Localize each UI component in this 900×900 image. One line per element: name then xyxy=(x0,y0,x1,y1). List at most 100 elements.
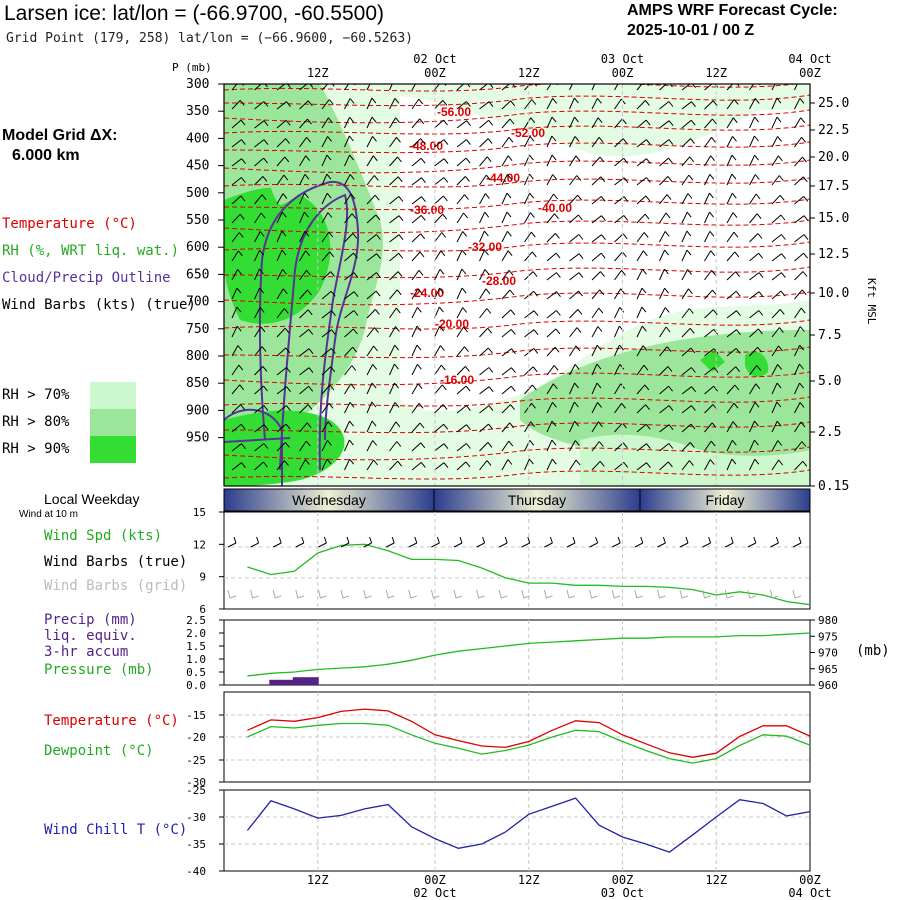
wind-barb xyxy=(389,271,403,281)
grid-wind-barb xyxy=(724,589,734,599)
temp-contour xyxy=(224,241,810,252)
wind-barb xyxy=(614,288,625,300)
wind-chill-tick-label: -25 xyxy=(186,784,206,797)
rh90-region xyxy=(224,187,331,324)
wind-barb xyxy=(321,99,334,110)
temp-contour-label: -16.00 xyxy=(440,373,474,387)
grid-wind-barb xyxy=(295,589,304,599)
wind-barb xyxy=(299,269,311,281)
wind-barb xyxy=(749,154,759,167)
wind-barb xyxy=(254,346,267,357)
wind-barb xyxy=(681,101,696,110)
wind-barb xyxy=(366,175,379,186)
bottom-time-label: 00Z xyxy=(799,873,821,887)
wind-barb xyxy=(681,84,696,91)
wind-barb xyxy=(569,234,584,243)
weekday-label: Wednesday xyxy=(292,492,366,508)
wind-barb xyxy=(411,442,426,452)
temp-contour xyxy=(224,469,810,480)
wind-barb xyxy=(546,116,557,129)
wind-barb xyxy=(794,421,806,433)
grid-wind-barb xyxy=(589,589,598,599)
precip-tick-label: 0.5 xyxy=(186,666,206,679)
wind-barb xyxy=(794,252,808,262)
wind-barb xyxy=(411,98,424,110)
surface-wind-barb xyxy=(611,536,621,548)
wind-barb xyxy=(659,268,669,281)
wind-barb xyxy=(569,440,580,452)
wind-barb xyxy=(749,116,759,129)
wind-barb xyxy=(681,156,695,167)
wind-speed-tick-label: 6 xyxy=(199,603,206,616)
wind-barb xyxy=(591,196,606,205)
temp-contour-label: -36.00 xyxy=(410,203,444,217)
wind-barb xyxy=(299,100,313,110)
wind-barb xyxy=(501,230,512,243)
surface-wind-barb xyxy=(431,536,440,548)
surface-wind-barb xyxy=(295,536,305,548)
wind-barb xyxy=(681,308,694,319)
wind-barb xyxy=(771,309,785,319)
wind-barb xyxy=(749,98,760,110)
wind-barb xyxy=(231,384,245,395)
wind-barb xyxy=(524,231,536,243)
rh80-upper xyxy=(263,90,320,205)
wind-barb xyxy=(546,401,557,414)
top-time-label: 00Z xyxy=(799,66,821,80)
wind-barb xyxy=(636,100,650,110)
wind-barb xyxy=(456,249,467,262)
wind-barb xyxy=(726,154,737,167)
wind-barb xyxy=(771,290,786,300)
grid-wind-barb xyxy=(385,589,395,599)
temp-contour xyxy=(224,141,810,154)
wind-barb xyxy=(704,173,715,186)
wind-barb xyxy=(299,155,311,167)
wind-barb xyxy=(569,136,580,148)
precip-tick-label: 1.5 xyxy=(186,640,206,653)
wind-barb xyxy=(726,329,741,338)
wind-barb xyxy=(434,423,449,433)
wind-barb xyxy=(456,326,468,338)
wind-barb xyxy=(636,268,647,281)
wind-barb xyxy=(659,385,673,395)
wind-barb xyxy=(276,174,289,186)
precip-bar xyxy=(292,677,319,685)
wind-barb xyxy=(344,272,359,281)
wind-barb xyxy=(524,99,537,110)
wind-barb xyxy=(704,192,714,205)
wind-barb xyxy=(749,458,760,471)
wind-barb xyxy=(794,117,806,129)
wind-barb xyxy=(389,136,401,148)
wind-barb xyxy=(659,287,669,300)
wind-barb xyxy=(569,420,579,433)
temp-contour xyxy=(224,198,810,211)
bottom-time-label: 00Z xyxy=(612,873,634,887)
wind-chill-tick-label: -40 xyxy=(186,865,206,878)
grid-wind-barb xyxy=(453,589,463,599)
wind-barb xyxy=(434,443,449,452)
wind-barb xyxy=(704,230,715,243)
wind-barb xyxy=(569,364,580,376)
wind-barb xyxy=(501,100,516,110)
wind-barb xyxy=(726,135,737,148)
temp-contour xyxy=(224,396,810,407)
wind-barb xyxy=(456,231,468,243)
height-tick-label: 0.15 xyxy=(818,479,849,494)
wind-barb xyxy=(456,268,467,281)
wind-barb xyxy=(299,173,310,186)
wind-barb xyxy=(614,157,629,167)
wind-barb xyxy=(636,119,651,129)
wind-barb xyxy=(614,138,628,148)
wind-barb xyxy=(771,214,786,224)
wind-barb xyxy=(636,250,648,262)
precip-tick-label: 0.0 xyxy=(186,679,206,692)
wind-barb xyxy=(794,441,807,452)
wind-barb xyxy=(659,101,674,110)
wind-barb xyxy=(344,135,354,148)
wind-barb xyxy=(254,120,269,129)
wind-barb xyxy=(749,272,764,281)
wind-barb xyxy=(321,117,333,129)
grid-wind-barb xyxy=(250,589,259,599)
wind-barb xyxy=(456,157,471,167)
wind-barb xyxy=(389,307,401,319)
